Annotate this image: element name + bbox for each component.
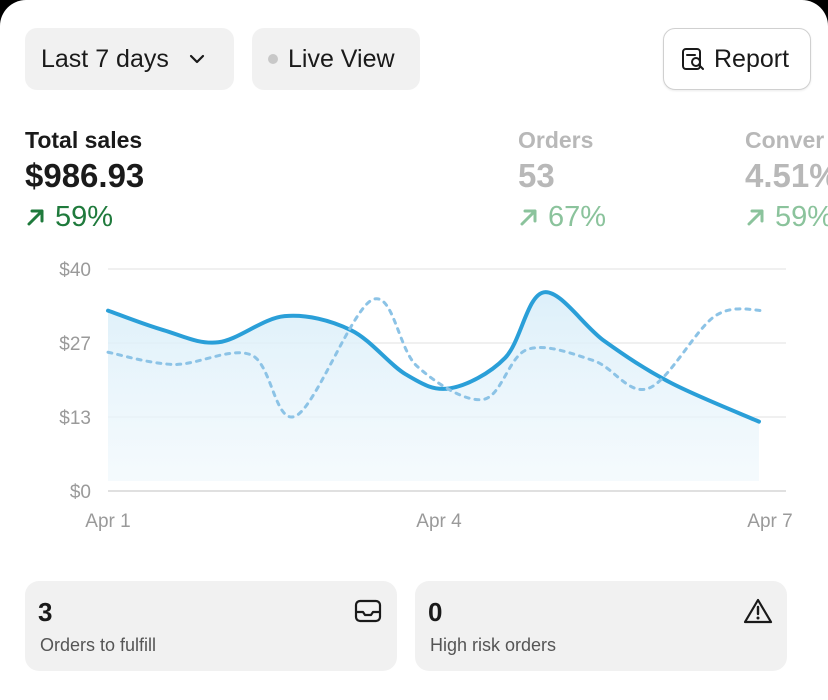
metric-change: 59% xyxy=(745,200,828,234)
tile-count: 3 xyxy=(38,597,53,627)
sales-line-chart: $0 $13 $27 $40 Apr 1 Apr 4 Apr 7 xyxy=(59,260,792,532)
tile-label: Orders to fulfill xyxy=(40,635,157,655)
arrow-up-right-icon xyxy=(747,209,764,226)
y-tick-label: $40 xyxy=(59,260,91,281)
live-view-button[interactable]: Live View xyxy=(252,28,420,90)
metric-change: 67% xyxy=(518,200,606,234)
warning-icon xyxy=(743,597,773,625)
current-series-line xyxy=(106,290,761,424)
high-risk-orders-tile[interactable]: 0 High risk orders xyxy=(415,581,787,671)
x-tick-label: Apr 1 xyxy=(85,511,130,532)
date-range-label: Last 7 days xyxy=(41,44,169,73)
comparison-series-line xyxy=(106,297,766,419)
y-tick-label: $13 xyxy=(59,408,91,429)
y-tick-label: $27 xyxy=(59,334,91,355)
arrow-up-right-icon xyxy=(520,209,537,226)
metric-change-value: 59% xyxy=(775,201,828,233)
metric-change: 59% xyxy=(25,200,144,234)
metric-change-value: 67% xyxy=(548,201,607,233)
metric-conversion[interactable]: Conver 4.51% 59% xyxy=(745,126,828,234)
metric-value: $986.93 xyxy=(25,157,145,194)
inbox-icon xyxy=(353,597,383,625)
arrow-up-right-icon xyxy=(27,209,44,226)
metric-label: Orders xyxy=(518,127,594,153)
tile-count: 0 xyxy=(428,597,443,627)
metric-orders[interactable]: Orders 53 67% xyxy=(518,126,606,234)
x-tick-label: Apr 4 xyxy=(416,511,462,532)
x-tick-label: Apr 7 xyxy=(747,511,792,532)
live-view-label: Live View xyxy=(288,44,395,73)
metric-total-sales[interactable]: Total sales $986.93 59% xyxy=(25,126,144,234)
metric-value: 53 xyxy=(518,157,555,194)
report-icon xyxy=(680,46,706,72)
tile-label: High risk orders xyxy=(430,635,557,655)
metric-value: 4.51% xyxy=(745,157,828,194)
report-button[interactable]: Report xyxy=(663,28,811,90)
live-status-dot xyxy=(268,54,278,64)
report-label: Report xyxy=(714,44,790,73)
metric-label: Total sales xyxy=(25,127,143,153)
chevron-down-icon xyxy=(187,49,207,69)
orders-to-fulfill-tile[interactable]: 3 Orders to fulfill xyxy=(25,581,397,671)
date-range-button[interactable]: Last 7 days xyxy=(25,28,234,90)
y-tick-label: $0 xyxy=(70,482,91,503)
metric-change-value: 59% xyxy=(55,201,114,233)
metric-label: Conver xyxy=(745,127,825,153)
series-area-fill xyxy=(108,292,759,481)
